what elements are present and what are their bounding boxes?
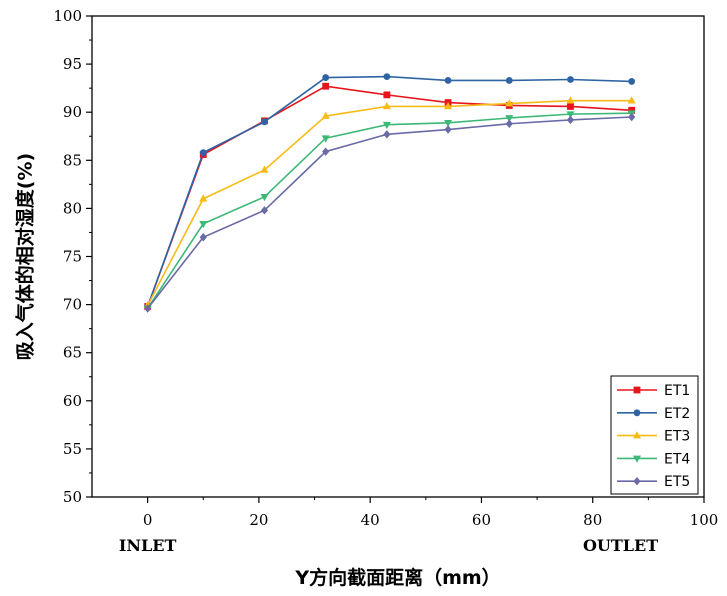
data-point-et2 — [444, 77, 452, 84]
data-point-et4 — [444, 119, 453, 128]
x-tick-label: 40 — [361, 511, 380, 529]
data-point-et3 — [566, 96, 575, 104]
legend-marker-et3 — [633, 431, 641, 439]
y-tick-label: 95 — [63, 55, 82, 73]
legend: ET1 ET2 ET3 ET4 ET5 — [610, 375, 699, 495]
data-point-et2 — [505, 77, 513, 84]
legend-marker-et4 — [633, 455, 641, 463]
series-line-et3 — [146, 99, 632, 306]
data-point-et5 — [144, 304, 152, 313]
legend-item-et1: ET1 — [617, 383, 690, 399]
data-point-et2 — [383, 73, 391, 81]
legend-marker-et5 — [633, 477, 641, 486]
data-point-et1 — [322, 82, 330, 90]
data-point-et5 — [322, 147, 330, 156]
data-point-et5 — [383, 130, 391, 139]
data-point-et2 — [567, 76, 574, 83]
data-point-et4 — [505, 115, 514, 123]
x-tick-label: 80 — [583, 511, 602, 529]
data-point-et2 — [199, 149, 207, 157]
legend-label: ET4 — [664, 451, 690, 467]
data-point-et1 — [383, 91, 391, 99]
data-point-et5 — [199, 233, 207, 242]
series-et3 — [143, 96, 636, 309]
data-point-et4 — [382, 121, 391, 130]
x-tick-label: 60 — [472, 511, 491, 529]
data-point-et3 — [321, 111, 330, 119]
x-tick-label: 100 — [690, 511, 719, 529]
legend-marker-et1 — [633, 386, 641, 394]
series-et4 — [143, 110, 636, 313]
y-axis-title: 吸入气体的相对湿度(%) — [14, 153, 37, 360]
data-point-et3 — [505, 99, 514, 107]
axis-ticks: 50 55 60 65 70 75 80 85 90 95 100 0 20 40 60 80 100 — [53, 7, 718, 529]
y-tick-label: 90 — [63, 103, 82, 121]
y-tick-label: 60 — [63, 392, 82, 410]
series-line-et4 — [146, 112, 632, 309]
y-tick-label: 55 — [63, 440, 82, 458]
data-point-et4 — [321, 135, 330, 143]
series-et5 — [144, 112, 636, 313]
legend-item-et2: ET2 — [617, 406, 690, 422]
data-point-et5 — [566, 115, 575, 125]
series-layer — [143, 73, 636, 313]
legend-label: ET3 — [664, 429, 690, 445]
y-tick-label: 50 — [63, 488, 82, 506]
data-point-et5 — [260, 206, 269, 215]
data-point-et4 — [566, 111, 575, 119]
data-point-et3 — [199, 194, 208, 202]
data-point-et5 — [628, 112, 636, 122]
data-point-et4 — [260, 194, 269, 202]
x-axis-title: Y方向截面距离（mm） — [294, 566, 500, 589]
legend-label: ET2 — [664, 406, 690, 422]
legend-item-et5: ET5 — [617, 474, 690, 490]
legend-marker-et2 — [633, 409, 641, 417]
y-tick-label: 75 — [63, 248, 82, 266]
data-point-et5 — [505, 119, 513, 128]
legend-label: ET5 — [664, 474, 690, 490]
data-point-et3 — [627, 96, 636, 104]
x-tick-label: 20 — [249, 511, 268, 529]
data-point-et4 — [199, 220, 208, 229]
y-tick-label: 85 — [63, 151, 82, 169]
legend-item-et3: ET3 — [617, 429, 690, 445]
outlet-annotation: OUTLET — [583, 536, 658, 555]
data-point-et5 — [444, 125, 452, 134]
y-tick-label: 65 — [63, 344, 82, 362]
inlet-annotation: INLET — [119, 536, 177, 555]
data-point-et1 — [567, 103, 574, 110]
legend-item-et4: ET4 — [617, 451, 690, 467]
x-tick-label: 0 — [143, 511, 153, 529]
data-point-et3 — [260, 165, 269, 173]
data-point-et2 — [322, 74, 330, 81]
data-point-et2 — [261, 118, 268, 126]
series-et1 — [144, 82, 636, 310]
series-line-et1 — [146, 85, 632, 307]
y-tick-label: 100 — [53, 7, 82, 25]
data-point-et3 — [382, 102, 391, 110]
y-tick-label: 70 — [63, 296, 82, 314]
data-point-et1 — [628, 106, 636, 114]
data-point-et3 — [444, 102, 453, 110]
legend-label: ET1 — [664, 383, 690, 399]
data-point-et2 — [628, 78, 636, 85]
y-tick-label: 80 — [63, 199, 82, 217]
